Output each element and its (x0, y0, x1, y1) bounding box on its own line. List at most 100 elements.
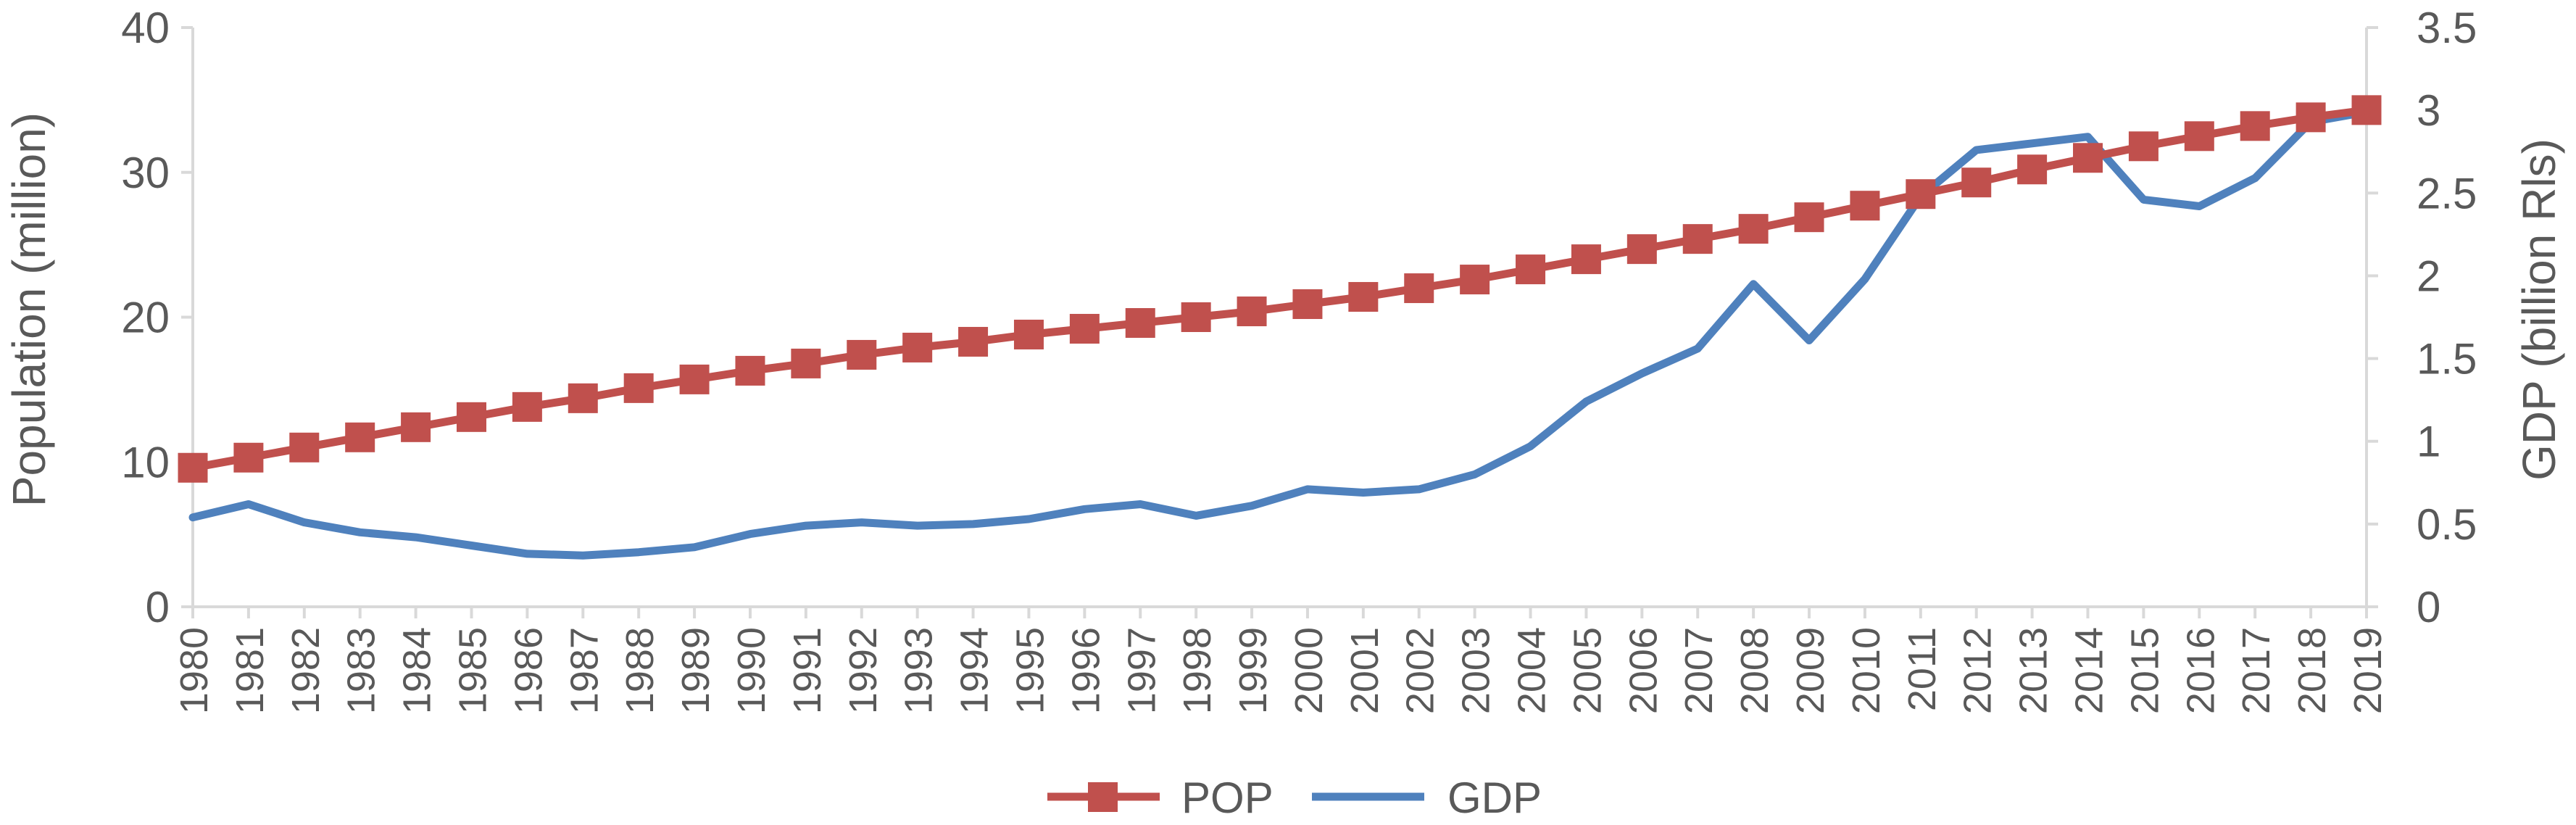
x-tick-label: 1987 (562, 627, 606, 714)
data-point-pop (847, 339, 877, 370)
x-tick-label: 1990 (730, 627, 773, 714)
right-y-axis-title: GDP (billion Rls) (2513, 138, 2565, 481)
data-point-pop (401, 412, 431, 442)
x-tick-label: 1985 (451, 627, 494, 714)
x-tick-label: 2001 (1343, 627, 1387, 714)
right-y-tick-label: 1.5 (2417, 335, 2477, 384)
x-tick-label: 2004 (1511, 627, 1554, 714)
data-point-pop (2351, 95, 2382, 125)
data-point-pop (456, 402, 486, 432)
data-point-pop (1069, 313, 1100, 344)
x-tick-label: 2003 (1455, 627, 1498, 714)
data-point-pop (2017, 154, 2048, 185)
x-tick-label: 2008 (1733, 627, 1777, 714)
data-point-pop (1626, 234, 1657, 265)
right-y-tick-label: 3 (2417, 86, 2440, 135)
right-y-tick-label: 3.5 (2417, 4, 2477, 52)
data-point-pop (1181, 302, 1211, 332)
right-y-tick-label: 1 (2417, 418, 2440, 466)
legend-swatch-pop-marker (1088, 782, 1118, 812)
data-point-pop (1682, 224, 1713, 254)
left-y-tick-label: 30 (121, 149, 170, 197)
left-y-tick-label: 10 (121, 438, 170, 486)
data-point-pop (1738, 214, 1769, 244)
x-tick-label: 1994 (953, 627, 997, 714)
x-axis-ticks: 1980 1981 1982 1983 1984 1985 1986 1987 1988 1989… (173, 607, 2390, 714)
data-point-pop (679, 364, 710, 394)
data-point-pop (2128, 131, 2159, 162)
x-tick-label: 2012 (1956, 627, 2000, 714)
data-point-pop (1850, 191, 1880, 221)
series-layer (178, 95, 2382, 560)
data-point-pop (1571, 244, 1601, 275)
series-line-pop (188, 106, 2371, 472)
legend-entry-pop: POP (1047, 774, 1274, 822)
x-tick-label: 2017 (2235, 627, 2278, 714)
data-point-pop (791, 348, 821, 378)
data-point-pop (1794, 202, 1824, 233)
x-tick-label: 1999 (1231, 627, 1275, 714)
right-y-tick-label: 0.5 (2417, 500, 2477, 549)
x-tick-label: 2007 (1677, 627, 1721, 714)
data-point-pop (345, 422, 375, 452)
x-tick-label: 2019 (2346, 627, 2390, 714)
data-point-pop (233, 442, 264, 473)
data-point-pop (1237, 297, 1267, 327)
legend: POP GDP (1047, 774, 1542, 822)
data-point-pop (1961, 167, 1992, 198)
x-tick-label: 2005 (1566, 627, 1609, 714)
x-tick-label: 1998 (1176, 627, 1219, 714)
data-point-pop (735, 355, 765, 386)
x-tick-label: 1981 (228, 627, 272, 714)
right-y-tick-label: 2.5 (2417, 169, 2477, 217)
right-y-axis-ticks: 0 0.5 1 1.5 2 2.5 3 3.5 (2367, 4, 2477, 631)
x-tick-label: 2013 (2012, 627, 2056, 714)
series-gdp (188, 107, 2371, 560)
data-point-pop (289, 432, 320, 463)
x-tick-label: 2011 (1900, 627, 1944, 711)
x-tick-label: 1984 (396, 627, 439, 714)
x-tick-label: 1992 (842, 627, 885, 714)
axes-layer (191, 28, 2368, 608)
data-point-pop (2295, 102, 2326, 133)
series-pop (178, 95, 2382, 483)
x-tick-label: 2014 (2068, 627, 2111, 714)
x-tick-label: 2002 (1399, 627, 1442, 714)
x-tick-label: 1988 (618, 627, 662, 714)
x-tick-label: 2000 (1287, 627, 1331, 714)
x-tick-label: 1980 (173, 627, 216, 714)
data-point-pop (1906, 179, 1936, 210)
data-point-pop (902, 332, 933, 362)
x-tick-label: 1997 (1120, 627, 1163, 714)
x-tick-label: 2018 (2290, 627, 2334, 714)
x-tick-label: 1983 (340, 627, 383, 714)
right-y-tick-label: 2 (2417, 252, 2440, 300)
x-tick-label: 1989 (674, 627, 718, 714)
series-line-gdp (188, 107, 2371, 560)
data-point-pop (2073, 143, 2103, 173)
data-point-pop (1404, 273, 1434, 304)
x-tick-label: 2010 (1845, 627, 1888, 714)
data-point-pop (2240, 111, 2270, 141)
x-tick-label: 1995 (1008, 627, 1052, 714)
data-point-pop (1013, 319, 1044, 349)
data-point-pop (1516, 254, 1546, 285)
left-y-tick-label: 40 (121, 4, 170, 52)
x-tick-label: 1991 (786, 627, 829, 714)
x-tick-label: 1982 (284, 627, 328, 714)
left-y-tick-label: 0 (146, 583, 170, 631)
data-point-pop (178, 452, 208, 483)
data-point-pop (958, 326, 989, 357)
x-tick-label: 2015 (2123, 627, 2166, 714)
x-tick-label: 2016 (2179, 627, 2222, 714)
data-point-pop (1292, 289, 1323, 320)
data-point-pop (568, 383, 598, 413)
x-tick-label: 2009 (1789, 627, 1832, 714)
legend-label-gdp: GDP (1447, 774, 1542, 822)
legend-label-pop: POP (1181, 774, 1274, 822)
x-tick-label: 1996 (1064, 627, 1108, 714)
data-point-pop (512, 391, 542, 422)
right-y-tick-label: 0 (2417, 583, 2440, 631)
